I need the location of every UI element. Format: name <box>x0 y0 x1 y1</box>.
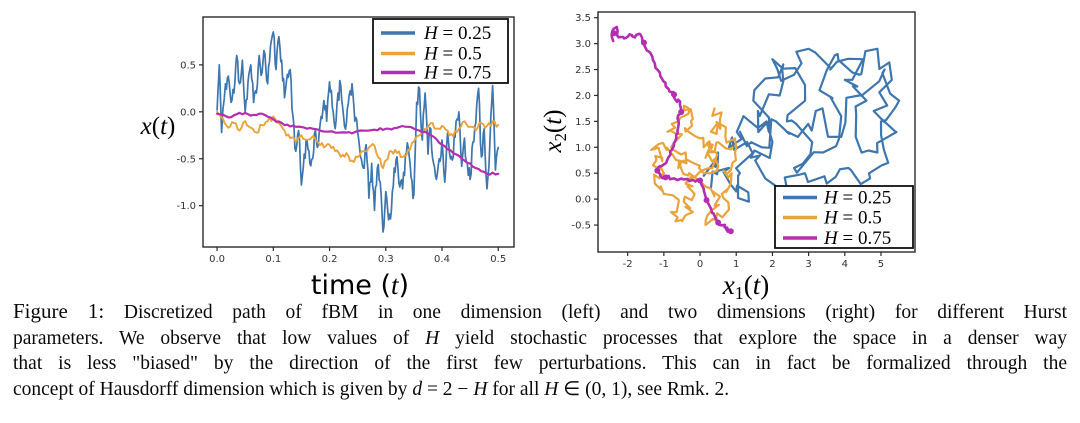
x-tick-label: 5 <box>878 259 884 270</box>
series-marker-magenta <box>610 30 617 37</box>
right-plot: -2 -1 0 1 2 3 4 5 3.5 3.0 2.5 2.0 1.5 1.0 0.5 0.0 -0.5 x1… <box>540 11 916 302</box>
series-marker-magenta <box>703 197 710 204</box>
x-tick-label: 0.2 <box>322 254 338 265</box>
x-tick-label: 4 <box>842 259 848 270</box>
y-tick-label: 3.0 <box>575 39 591 50</box>
x-tick-label: -1 <box>659 259 669 270</box>
x-tick-label: 0 <box>697 259 703 270</box>
y-axis-label: x(t) <box>140 113 176 140</box>
x-axis-label: x1(t) <box>722 270 769 302</box>
y-tick-label: 2.5 <box>575 65 591 76</box>
y-tick-label: 0.5 <box>575 169 591 180</box>
caption-segment: parameters. We observe that low values o… <box>13 327 426 349</box>
figure-caption: Figure 1: Discretized path of fBM in one… <box>0 299 1080 402</box>
y-tick-label: 1.5 <box>575 117 591 128</box>
x-tick-label: 0.4 <box>434 254 450 265</box>
right-plot-legend: H = 0.25H = 0.5H = 0.75 <box>774 185 914 249</box>
series-marker-magenta <box>678 109 685 116</box>
series-marker-magenta <box>670 91 677 98</box>
y-tick-label: 0.0 <box>180 107 196 118</box>
caption-segment: d <box>412 378 423 400</box>
caption-line-1: Figure 1: Discretized path of fBM in one… <box>13 299 1067 326</box>
series-marker-magenta <box>654 167 661 174</box>
x-tick-label: 2 <box>769 259 775 270</box>
caption-segment: that is less "biased" by the direction o… <box>13 353 1067 375</box>
x-tick-label: -2 <box>623 259 633 270</box>
y-tick-label: 3.5 <box>575 13 591 24</box>
x-tick-label: 0.1 <box>265 254 281 265</box>
axes-box <box>597 11 916 253</box>
legend-label: H = 0.75 <box>823 228 891 249</box>
caption-segment: H <box>473 378 488 400</box>
caption-line-2: parameters. We observe that low values o… <box>13 326 1067 352</box>
legend-label: H = 0.25 <box>823 188 891 209</box>
legend-label: H = 0.5 <box>423 44 482 65</box>
caption-line-4: concept of Hausdorff dimension which is … <box>13 377 1067 403</box>
series-line-orange <box>216 110 500 170</box>
x-tick-label: 1 <box>733 259 739 270</box>
legend-label: H = 0.5 <box>823 208 882 229</box>
legend-label: H = 0.25 <box>423 23 491 44</box>
x-tick-label: 0.3 <box>378 254 394 265</box>
y-tick-label: 0.5 <box>180 60 196 71</box>
caption-segment: yield stochastic processes that explore … <box>439 327 1068 349</box>
series-marker-magenta <box>640 39 647 46</box>
figure-plots: 0.0 0.1 0.2 0.3 0.4 0.5 0.5 0.0 -0.5 -1.0 time (t)… <box>140 11 916 302</box>
series-marker-magenta <box>697 177 704 184</box>
y-tick-label: -1.0 <box>176 201 196 212</box>
x-tick-label: 0.0 <box>209 254 225 265</box>
series-marker-magenta <box>715 219 722 226</box>
caption-segment: Discretized path of fBM in one dimension… <box>104 302 1067 323</box>
y-axis-label: x2(t) <box>540 110 570 154</box>
series-marker-magenta <box>727 228 734 235</box>
y-tick-label: 1.0 <box>575 143 591 154</box>
y-tick-label: -0.5 <box>176 154 196 165</box>
right-plot-series <box>610 25 901 235</box>
left-plot: 0.0 0.1 0.2 0.3 0.4 0.5 0.5 0.0 -0.5 -1.0 time (t)… <box>140 16 515 301</box>
left-plot-series <box>216 31 500 233</box>
caption-line-3: that is less "biased" by the direction o… <box>13 351 1067 377</box>
caption-segment: = 2 − <box>422 378 474 400</box>
series-line-blue <box>216 31 500 233</box>
y-tick-label: -0.5 <box>571 221 591 232</box>
caption-segment: H <box>425 327 440 349</box>
y-tick-label: 2.0 <box>575 91 591 102</box>
caption-segment: for all <box>487 378 545 400</box>
axes-box <box>202 16 515 248</box>
legend-label: H = 0.75 <box>423 63 491 84</box>
series-line-blue <box>702 47 901 203</box>
series-line-magenta <box>216 111 500 176</box>
x-tick-label: 0.5 <box>490 254 506 265</box>
caption-segment: concept of Hausdorff dimension which is … <box>13 378 413 400</box>
x-tick-label: 3 <box>805 259 811 270</box>
y-tick-label: 0.0 <box>575 195 591 206</box>
caption-segment: ∈ (0, 1), see Rmk. 2. <box>558 378 730 400</box>
x-axis-label: time (t) <box>311 270 409 301</box>
left-plot-legend: H = 0.25H = 0.5H = 0.75 <box>372 18 509 84</box>
caption-segment: Figure 1: <box>13 299 105 323</box>
caption-segment: H <box>544 378 559 400</box>
series-marker-magenta <box>662 174 669 181</box>
